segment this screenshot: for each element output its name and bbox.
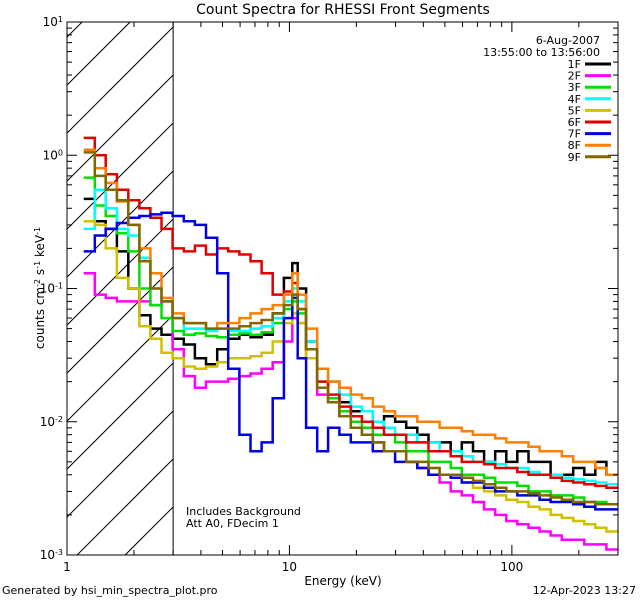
annotation-background: Includes Background — [186, 505, 301, 518]
hatch-line — [66, 362, 174, 470]
series-line-3F — [83, 176, 618, 506]
legend-label-5F: 5F — [568, 104, 581, 117]
series-lines — [83, 136, 618, 551]
footer-generated-by: Generated by hsi_min_spectra_plot.pro — [2, 584, 218, 597]
legend: 6-Aug-2007 13:55:00 to 13:56:00 1F2F3F4F… — [483, 34, 611, 164]
y-tick-label: 10-1 — [40, 281, 63, 296]
hatch-line — [66, 314, 174, 422]
y-tick-label: 10-2 — [40, 414, 63, 429]
legend-label-1F: 1F — [568, 58, 581, 71]
x-tick-label: 1 — [63, 560, 71, 574]
legend-label-3F: 3F — [568, 81, 581, 94]
chart-title: Count Spectra for RHESSI Front Segments — [196, 2, 490, 18]
x-tick-label: 100 — [500, 560, 523, 574]
hatch-line — [66, 410, 174, 518]
legend-time: 13:55:00 to 13:56:00 — [483, 46, 600, 59]
y-axis-label: counts cm-2 s-1 keV-1 — [33, 227, 48, 349]
hatch-line — [66, 21, 131, 86]
annotation-attenuator: Att A0, FDecim 1 — [186, 517, 279, 530]
y-tick-label: 10-3 — [40, 548, 63, 563]
x-tick-label: 10 — [282, 560, 297, 574]
y-tick-label: 100 — [43, 148, 63, 163]
hatch-line — [124, 506, 174, 556]
legend-label-4F: 4F — [568, 93, 581, 106]
y-label-sup-1: -2 — [33, 279, 42, 287]
series-line-9F — [83, 151, 618, 506]
hatch-line — [66, 122, 174, 230]
series-line-7F — [83, 211, 618, 511]
hatch-line — [66, 266, 174, 374]
legend-label-9F: 9F — [568, 151, 581, 164]
legend-date: 6-Aug-2007 — [536, 34, 600, 47]
x-axis-label: Energy (keV) — [304, 574, 381, 588]
series-line-8F — [83, 148, 618, 477]
legend-label-2F: 2F — [568, 70, 581, 83]
axes: 1 10 100 10-3 10-2 10-1 100 101 — [40, 15, 619, 574]
legend-label-7F: 7F — [568, 128, 581, 141]
footer-timestamp: 12-Apr-2023 13:27 — [533, 584, 636, 597]
y-label-part-2: s — [33, 269, 47, 279]
series-line-5F — [83, 219, 618, 533]
hatch-line — [66, 218, 174, 326]
attenuator-hatch-region — [66, 21, 174, 556]
hatch-line — [66, 26, 174, 134]
y-label-sup-3: -1 — [33, 227, 42, 235]
y-label-part-3: keV — [33, 234, 47, 261]
y-tick-label: 101 — [43, 15, 63, 30]
hatch-line — [76, 458, 174, 556]
series-line-1F — [83, 197, 618, 477]
legend-label-8F: 8F — [568, 139, 581, 152]
y-label-sup-2: -1 — [33, 261, 42, 269]
legend-label-6F: 6F — [568, 116, 581, 129]
y-label-part-1: counts cm — [33, 287, 47, 349]
hatch-line — [66, 74, 174, 182]
